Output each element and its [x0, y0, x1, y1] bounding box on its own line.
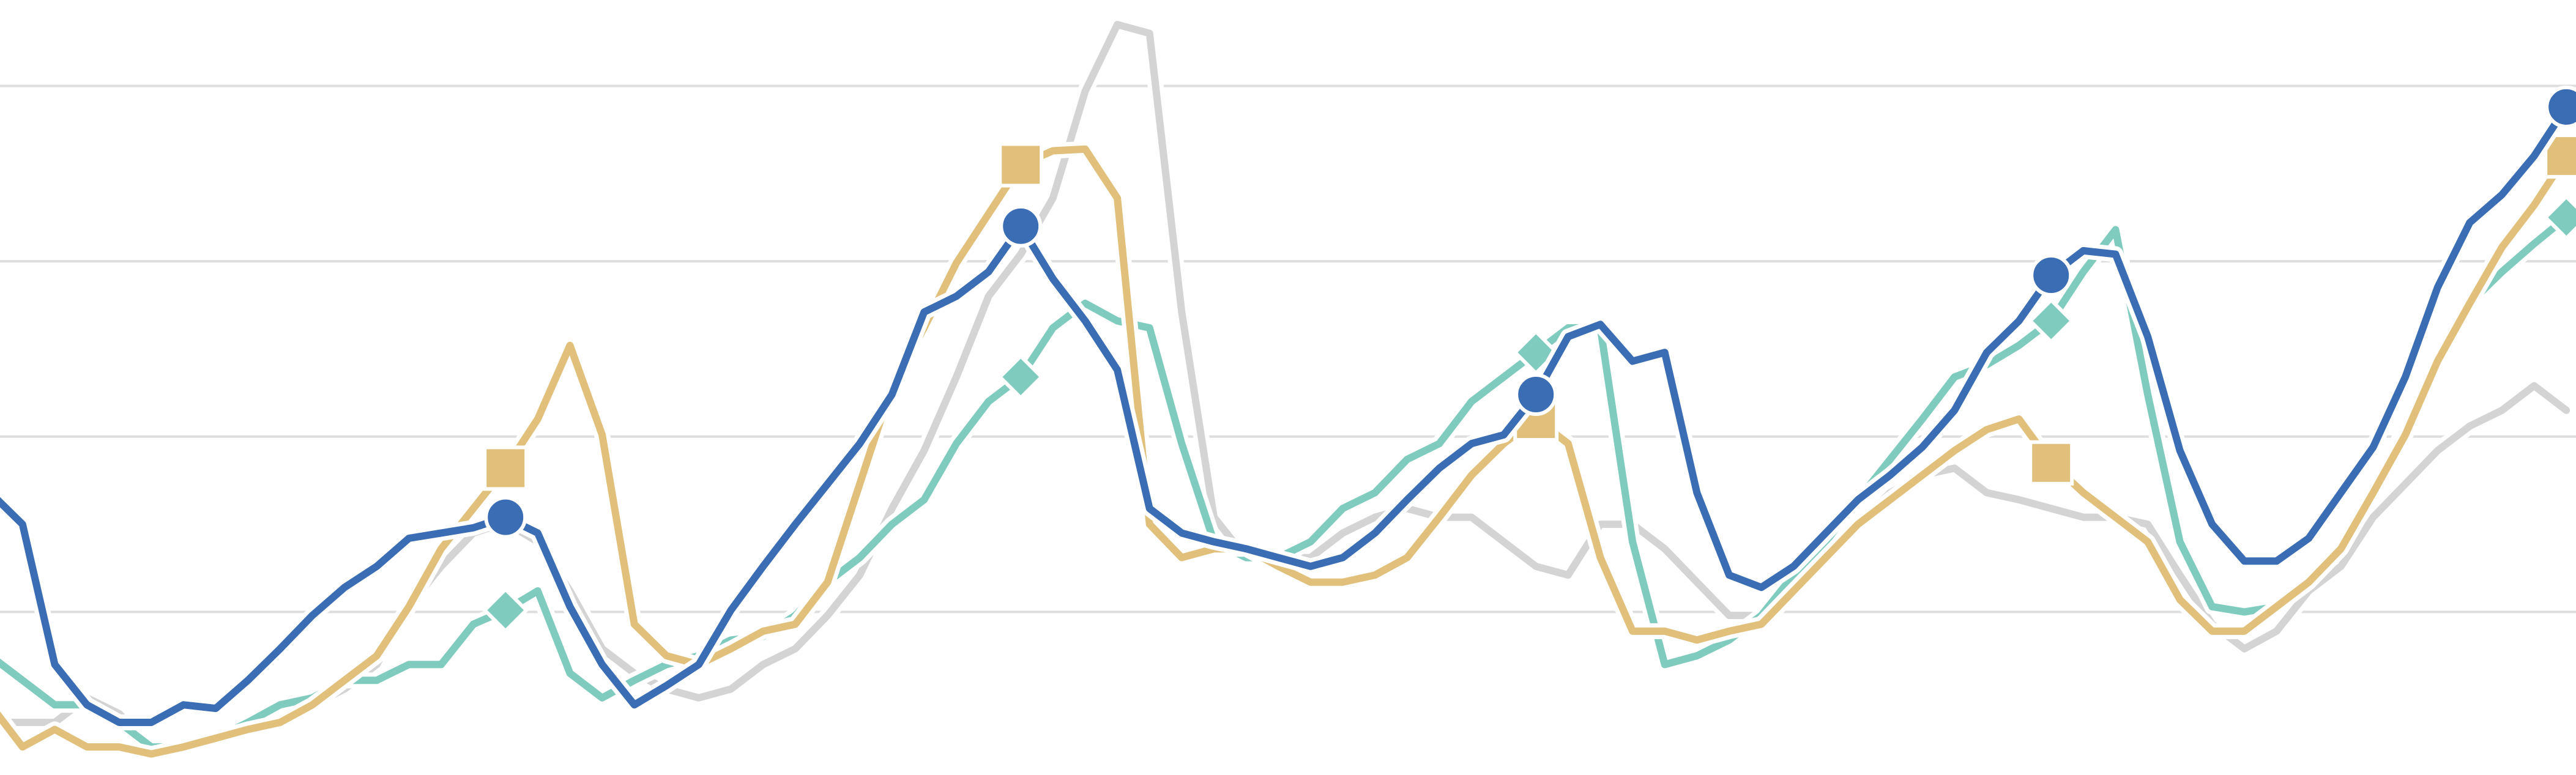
marker-diamond — [997, 354, 1044, 401]
marker-circle — [2030, 254, 2073, 297]
marker-circle — [1514, 373, 1558, 416]
marker-circle — [999, 204, 1043, 248]
marker-diamond — [482, 587, 529, 634]
marker-diamond — [2542, 194, 2576, 241]
marker-diamond — [2027, 297, 2075, 344]
line-halo — [0, 209, 2575, 755]
series-line — [0, 103, 2570, 726]
marker-square — [483, 445, 529, 491]
marker-square — [2028, 440, 2074, 486]
marker-square — [998, 142, 1044, 188]
marker-circle — [484, 495, 527, 539]
series-line — [0, 145, 2570, 758]
marker-circle — [2545, 85, 2576, 128]
